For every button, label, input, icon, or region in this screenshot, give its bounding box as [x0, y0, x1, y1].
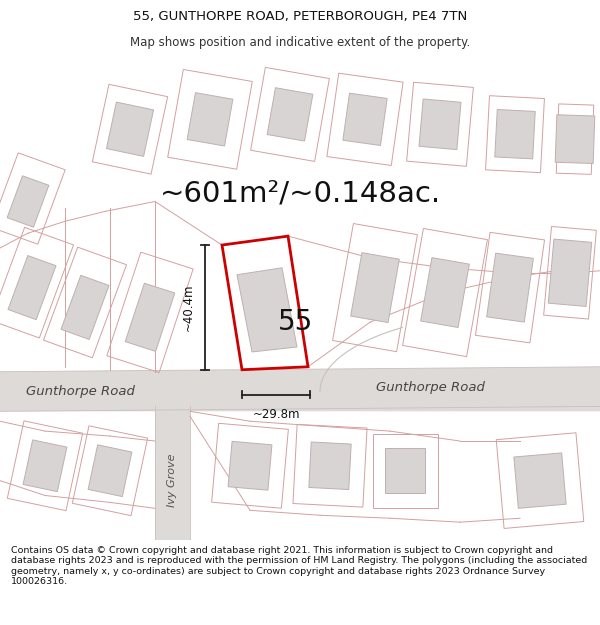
Polygon shape	[222, 236, 308, 370]
Polygon shape	[125, 283, 175, 351]
Polygon shape	[88, 445, 132, 497]
Polygon shape	[419, 99, 461, 149]
Polygon shape	[237, 268, 297, 352]
Text: Ivy Grove: Ivy Grove	[167, 454, 177, 508]
Polygon shape	[548, 239, 592, 306]
Polygon shape	[7, 176, 49, 227]
Polygon shape	[155, 406, 190, 540]
Polygon shape	[385, 448, 425, 494]
Polygon shape	[106, 102, 154, 156]
Polygon shape	[350, 253, 400, 322]
Polygon shape	[187, 92, 233, 146]
Polygon shape	[343, 93, 387, 146]
Text: Map shows position and indicative extent of the property.: Map shows position and indicative extent…	[130, 36, 470, 49]
Text: ~601m²/~0.148ac.: ~601m²/~0.148ac.	[160, 179, 440, 208]
Polygon shape	[309, 442, 351, 489]
Polygon shape	[555, 115, 595, 164]
Text: 55, GUNTHORPE ROAD, PETERBOROUGH, PE4 7TN: 55, GUNTHORPE ROAD, PETERBOROUGH, PE4 7T…	[133, 10, 467, 23]
Polygon shape	[0, 367, 600, 411]
Text: 55: 55	[277, 308, 313, 336]
Polygon shape	[228, 441, 272, 490]
Polygon shape	[23, 440, 67, 492]
Text: ~29.8m: ~29.8m	[252, 408, 300, 421]
Polygon shape	[267, 88, 313, 141]
Polygon shape	[514, 453, 566, 508]
Text: Gunthorpe Road: Gunthorpe Road	[26, 385, 134, 398]
Polygon shape	[8, 256, 56, 319]
Polygon shape	[421, 258, 469, 328]
Polygon shape	[495, 109, 535, 159]
Text: ~40.4m: ~40.4m	[182, 284, 195, 331]
Polygon shape	[487, 253, 533, 322]
Text: Gunthorpe Road: Gunthorpe Road	[376, 381, 484, 394]
Text: Contains OS data © Crown copyright and database right 2021. This information is : Contains OS data © Crown copyright and d…	[11, 546, 587, 586]
Polygon shape	[61, 276, 109, 339]
